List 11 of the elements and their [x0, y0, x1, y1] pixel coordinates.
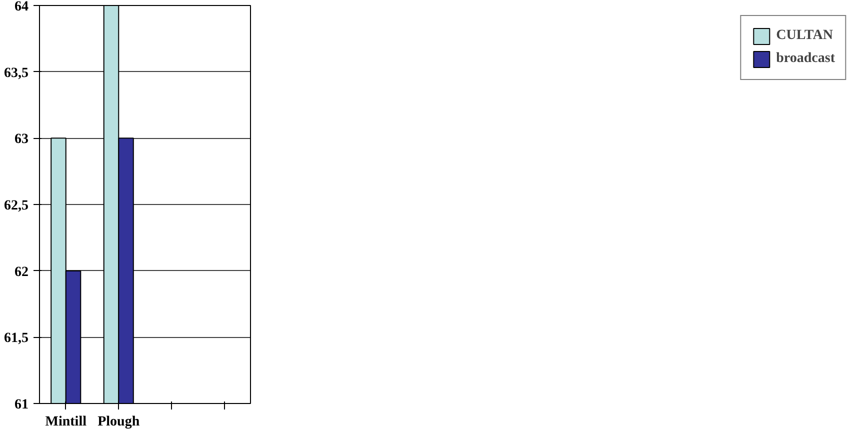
y-tick-label: 63 [14, 132, 28, 148]
y-tick-label: 62 [14, 264, 28, 280]
y-tick-label: 62,5 [4, 198, 28, 214]
y-tick-label: 64 [14, 0, 28, 14]
legend-label: broadcast [776, 51, 835, 67]
y-tick-label: 61,5 [4, 331, 28, 346]
y-tick-label: 63,5 [4, 66, 28, 81]
legend-label: CULTAN [776, 28, 833, 44]
x-tick-label: Plough [98, 414, 140, 430]
y-tick-label: 61 [14, 398, 28, 412]
x-tick-label: Mintill [45, 414, 87, 430]
